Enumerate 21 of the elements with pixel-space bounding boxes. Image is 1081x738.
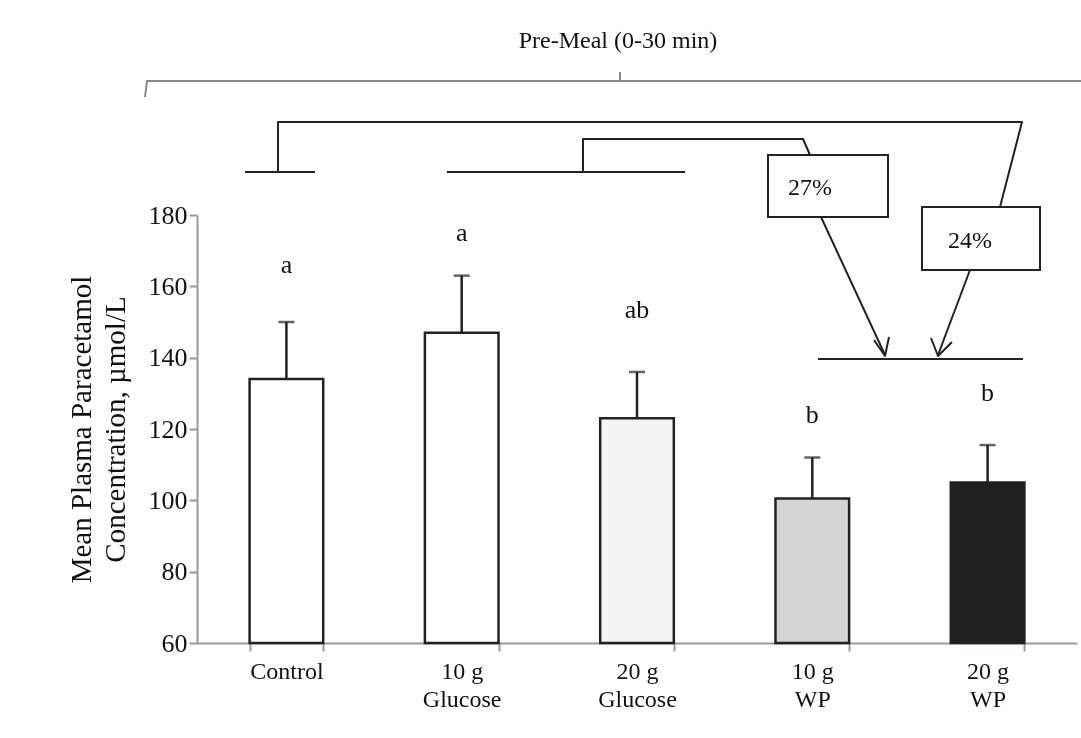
x-tick-label: 10 g Glucose: [422, 657, 502, 712]
y-axis-title: Mean Plasma Paracetamol Concentration, µmol/L: [64, 275, 131, 584]
x-tick-label: 20 g Glucose: [598, 657, 677, 712]
y-tick-label: 180: [148, 200, 188, 230]
x-tick-label: Control: [250, 657, 324, 684]
text: 27%: [788, 174, 832, 200]
y-tick-label: 80: [161, 557, 188, 587]
x-tick-label: 10 g WP: [791, 657, 834, 712]
x-tick-label: 20 g WP: [967, 657, 1010, 712]
y-tick-label: 160: [148, 271, 188, 301]
annotation: 24%: [948, 227, 992, 253]
annotation: ab: [624, 294, 650, 324]
annotation: b: [981, 378, 995, 408]
annotation: a: [280, 250, 293, 279]
y-tick-label: 60: [161, 628, 188, 658]
y-tick-label: 140: [148, 343, 188, 373]
y-tick-label: 100: [148, 485, 188, 515]
annotation: b: [805, 399, 819, 429]
text: Pre-Meal (0-30 min): [518, 27, 718, 53]
annotation: a: [455, 217, 468, 247]
y-tick-label: 120: [148, 414, 188, 444]
